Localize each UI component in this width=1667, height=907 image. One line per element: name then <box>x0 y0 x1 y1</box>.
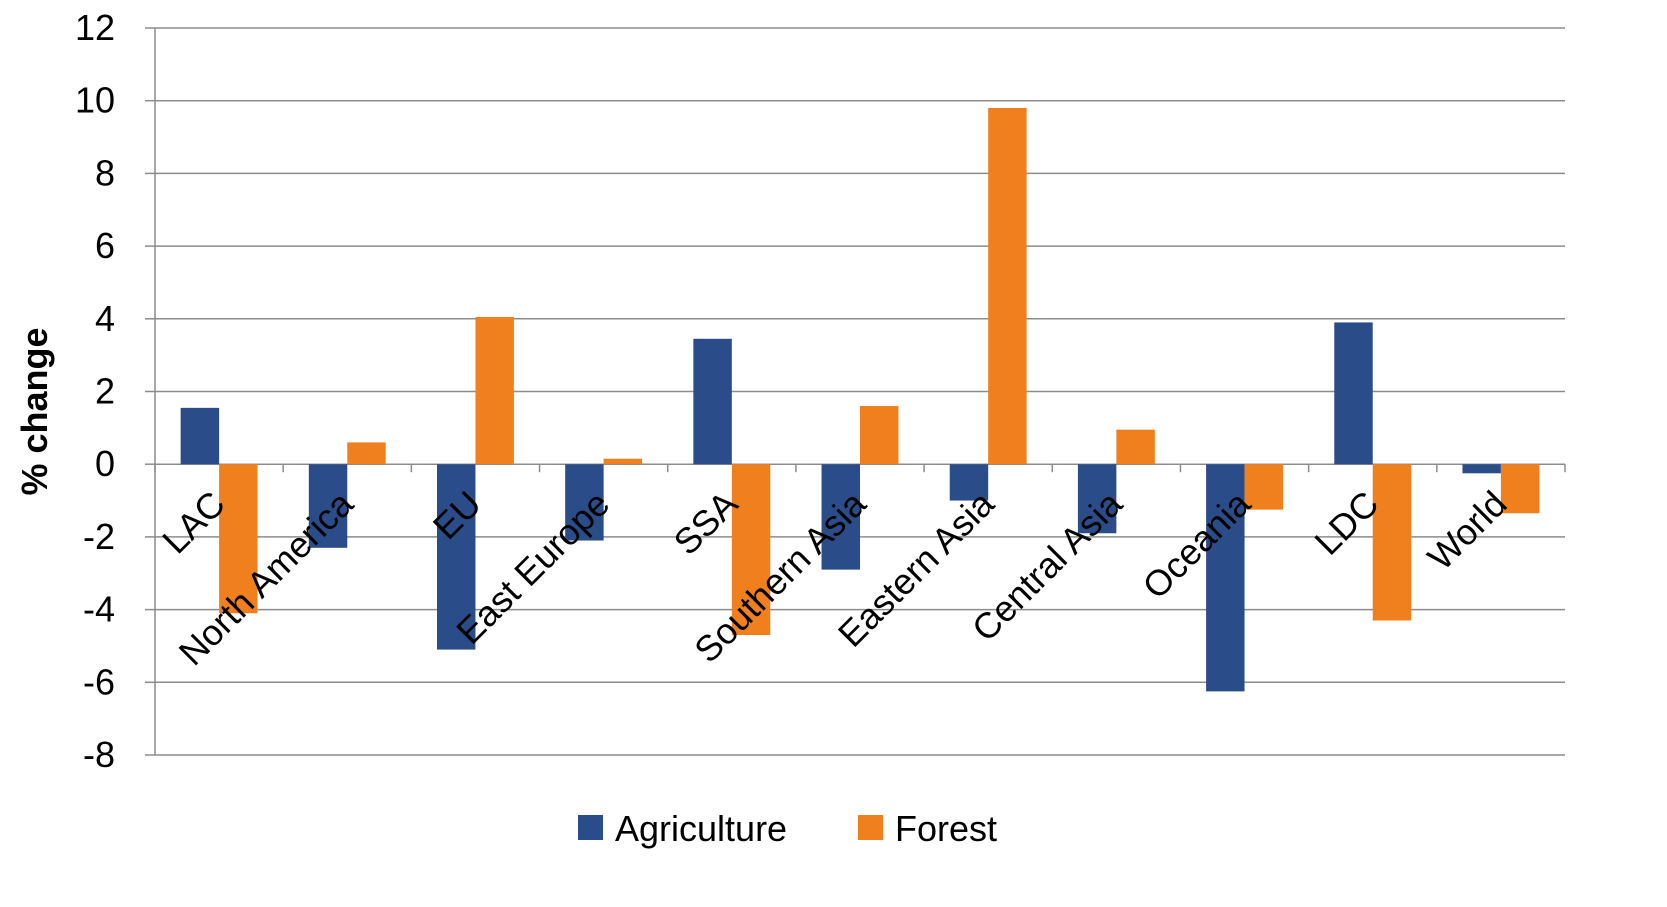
legend-label-forest: Forest <box>895 808 997 849</box>
bar-forest-eastern-asia <box>988 107 1027 465</box>
y-tick-label: -2 <box>83 516 115 557</box>
y-tick-label: 8 <box>95 152 115 193</box>
bar-forest-eu <box>475 316 514 465</box>
bar-agriculture-southern-asia <box>821 464 860 570</box>
bar-agriculture-north-america <box>308 464 348 548</box>
y-tick-label: 10 <box>75 80 115 121</box>
bar-forest-southern-asia <box>860 406 899 465</box>
bar-forest-north-america <box>347 442 386 465</box>
x-category-label: World <box>1420 483 1515 578</box>
y-axis-label: % change <box>14 327 55 495</box>
bar-agriculture-east-europe <box>565 464 604 541</box>
bar-forest-oceania <box>1244 464 1283 510</box>
y-tick-label: 0 <box>95 443 115 484</box>
y-tick-label: -8 <box>83 734 115 775</box>
bar-agriculture-central-asia <box>1077 464 1117 534</box>
bar-forest-ldc <box>1372 464 1412 621</box>
bar-forest-ssa <box>731 464 771 636</box>
legend-label-agriculture: Agriculture <box>615 808 787 849</box>
bar-agriculture-world <box>1462 464 1501 474</box>
bar-agriculture-oceania <box>1206 464 1245 692</box>
y-tick-label: 6 <box>95 225 115 266</box>
bar-forest-east-europe <box>603 458 643 465</box>
bars-layer <box>180 107 1540 692</box>
y-tick-label: 2 <box>95 371 115 412</box>
y-tick-label: -6 <box>83 661 115 702</box>
bar-forest-world <box>1500 464 1540 514</box>
bar-agriculture-eastern-asia <box>949 464 989 501</box>
bar-agriculture-ssa <box>693 338 732 465</box>
legend: Agriculture Forest <box>578 808 997 849</box>
bar-agriculture-eu <box>437 464 476 650</box>
y-tick-label: 4 <box>95 298 115 339</box>
bar-forest-lac <box>219 464 258 614</box>
legend-swatch-forest <box>858 815 883 840</box>
y-tick-label: -4 <box>83 589 115 630</box>
y-tick-label: 12 <box>75 7 115 48</box>
bar-agriculture-lac <box>180 407 220 465</box>
y-tick-labels: 12 10 8 6 4 2 0 -2 -4 -6 -8 <box>75 7 115 775</box>
bar-agriculture-ldc <box>1334 322 1373 465</box>
legend-swatch-agriculture <box>578 815 603 840</box>
bar-forest-central-asia <box>1116 429 1155 465</box>
